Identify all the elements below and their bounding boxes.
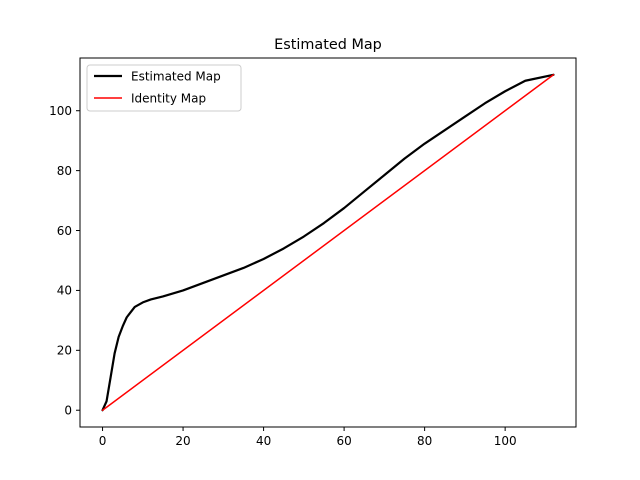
legend: Estimated Map Identity Map bbox=[86, 64, 242, 112]
plot-area: 0 20 40 60 80 100 0 20 40 60 80 100 bbox=[49, 73, 555, 448]
y-tick-label: 40 bbox=[57, 284, 72, 298]
series-line-identity-map bbox=[101, 74, 555, 411]
series-line-estimated-map bbox=[101, 73, 555, 412]
x-tick-label: 100 bbox=[494, 434, 517, 448]
chart-title: Estimated Map bbox=[274, 37, 382, 53]
y-tick-label: 0 bbox=[64, 404, 72, 418]
legend-label: Estimated Map bbox=[131, 69, 221, 83]
axes-frame bbox=[79, 57, 577, 428]
x-tick-label: 0 bbox=[99, 434, 107, 448]
y-tick-label: 80 bbox=[57, 164, 72, 178]
legend-box bbox=[86, 64, 242, 112]
legend-label: Identity Map bbox=[131, 91, 206, 105]
y-tick-label: 100 bbox=[49, 104, 72, 118]
x-tick-label: 60 bbox=[336, 434, 351, 448]
y-tick-label: 20 bbox=[57, 344, 72, 358]
y-tick-label: 60 bbox=[57, 224, 72, 238]
x-tick-label: 80 bbox=[417, 434, 432, 448]
x-tick-label: 40 bbox=[256, 434, 271, 448]
x-tick-label: 20 bbox=[175, 434, 190, 448]
